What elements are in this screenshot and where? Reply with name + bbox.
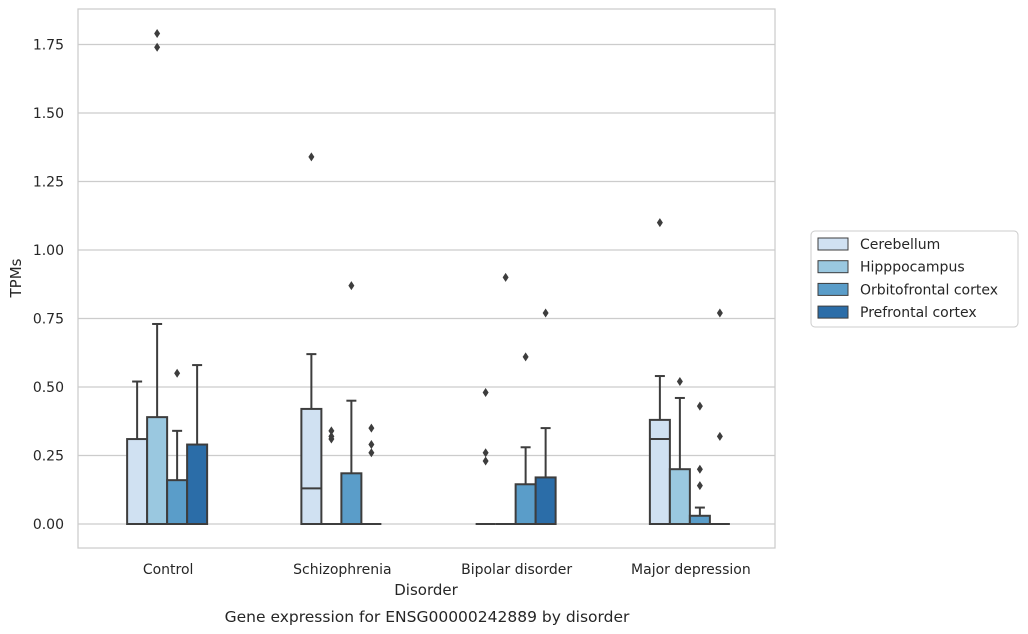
outlier-point: [174, 368, 181, 378]
legend-label: Orbitofrontal cortex: [860, 282, 998, 298]
outlier-point: [348, 281, 355, 291]
box-body: [668, 468, 691, 526]
y-tick-label: 1.75: [33, 38, 64, 54]
y-tick-label: 0.75: [33, 312, 64, 328]
legend-label: Cerebellum: [860, 237, 940, 253]
outlier-point: [154, 42, 161, 52]
x-tick-label: Control: [143, 562, 194, 578]
legend-frame: [810, 230, 1019, 328]
y-tick-label: 0.00: [33, 517, 64, 533]
y-tick-label: 0.25: [33, 449, 64, 465]
x-tick-labels: Control Schizophrenia Bipolar disorder Majo…: [143, 562, 751, 578]
box: [361, 423, 382, 525]
box: [534, 308, 557, 526]
outlier-point: [368, 423, 375, 433]
x-tick-label: Bipolar disorder: [461, 562, 572, 578]
box-body: [146, 416, 169, 526]
legend-label: Prefrontal cortex: [860, 305, 977, 321]
outlier-point: [716, 431, 723, 441]
x-tick-label: Schizophrenia: [293, 562, 391, 578]
box: [126, 380, 149, 525]
box-series: [126, 29, 730, 526]
legend: Cerebellum Hipppocampus Orbitofrontal cort…: [810, 230, 1019, 328]
box-body: [514, 483, 537, 525]
box-body: [166, 479, 189, 526]
box: [340, 281, 363, 525]
outlier-point: [328, 434, 335, 444]
outlier-point: [482, 448, 489, 458]
box: [514, 352, 537, 525]
y-tick-label: 0.50: [33, 380, 64, 396]
outlier-point: [656, 218, 663, 228]
box: [186, 364, 209, 526]
box-body: [186, 443, 209, 526]
x-axis-label: Disorder: [394, 581, 458, 599]
legend-swatch: [817, 282, 849, 296]
outlier-point: [676, 377, 683, 387]
plot-frame: [77, 8, 776, 549]
outlier-point: [696, 401, 703, 411]
legend-swatch: [817, 237, 849, 251]
outlier-point: [482, 387, 489, 397]
legend-label: Hipppocampus: [860, 260, 965, 276]
y-tick-label: 1.00: [33, 243, 64, 259]
box: [709, 308, 730, 525]
box-body: [534, 476, 557, 526]
box-body: [126, 438, 149, 525]
y-axis-label: TPMs: [7, 258, 25, 298]
legend-swatch: [817, 260, 849, 274]
outlier-point: [716, 308, 723, 318]
outlier-point: [542, 308, 549, 318]
y-tick-labels: 0.00 0.25 0.50 0.75 1.00 1.25 1.50 1.75: [33, 38, 64, 534]
box-body: [300, 407, 323, 526]
outlier-point: [696, 464, 703, 474]
outlier-point: [696, 481, 703, 491]
box: [668, 377, 691, 526]
x-tick-label: Major depression: [631, 562, 751, 578]
box: [495, 272, 516, 525]
legend-swatch: [817, 305, 849, 319]
outlier-point: [368, 448, 375, 458]
box: [300, 152, 323, 526]
outlier-point: [154, 29, 161, 39]
y-tick-label: 1.50: [33, 106, 64, 122]
outlier-point: [502, 272, 509, 282]
box-body: [648, 418, 671, 526]
chart-caption: Gene expression for ENSG00000242889 by d…: [225, 608, 630, 626]
box-body: [688, 514, 711, 526]
box: [146, 29, 169, 526]
outlier-point: [368, 440, 375, 450]
outlier-point: [308, 152, 315, 162]
outlier-point: [328, 426, 335, 436]
outlier-point: [522, 352, 529, 362]
outlier-point: [482, 456, 489, 466]
box: [475, 387, 496, 525]
y-tick-label: 1.25: [33, 175, 64, 191]
box: [688, 401, 711, 526]
box-body: [340, 472, 363, 525]
box: [321, 426, 342, 525]
